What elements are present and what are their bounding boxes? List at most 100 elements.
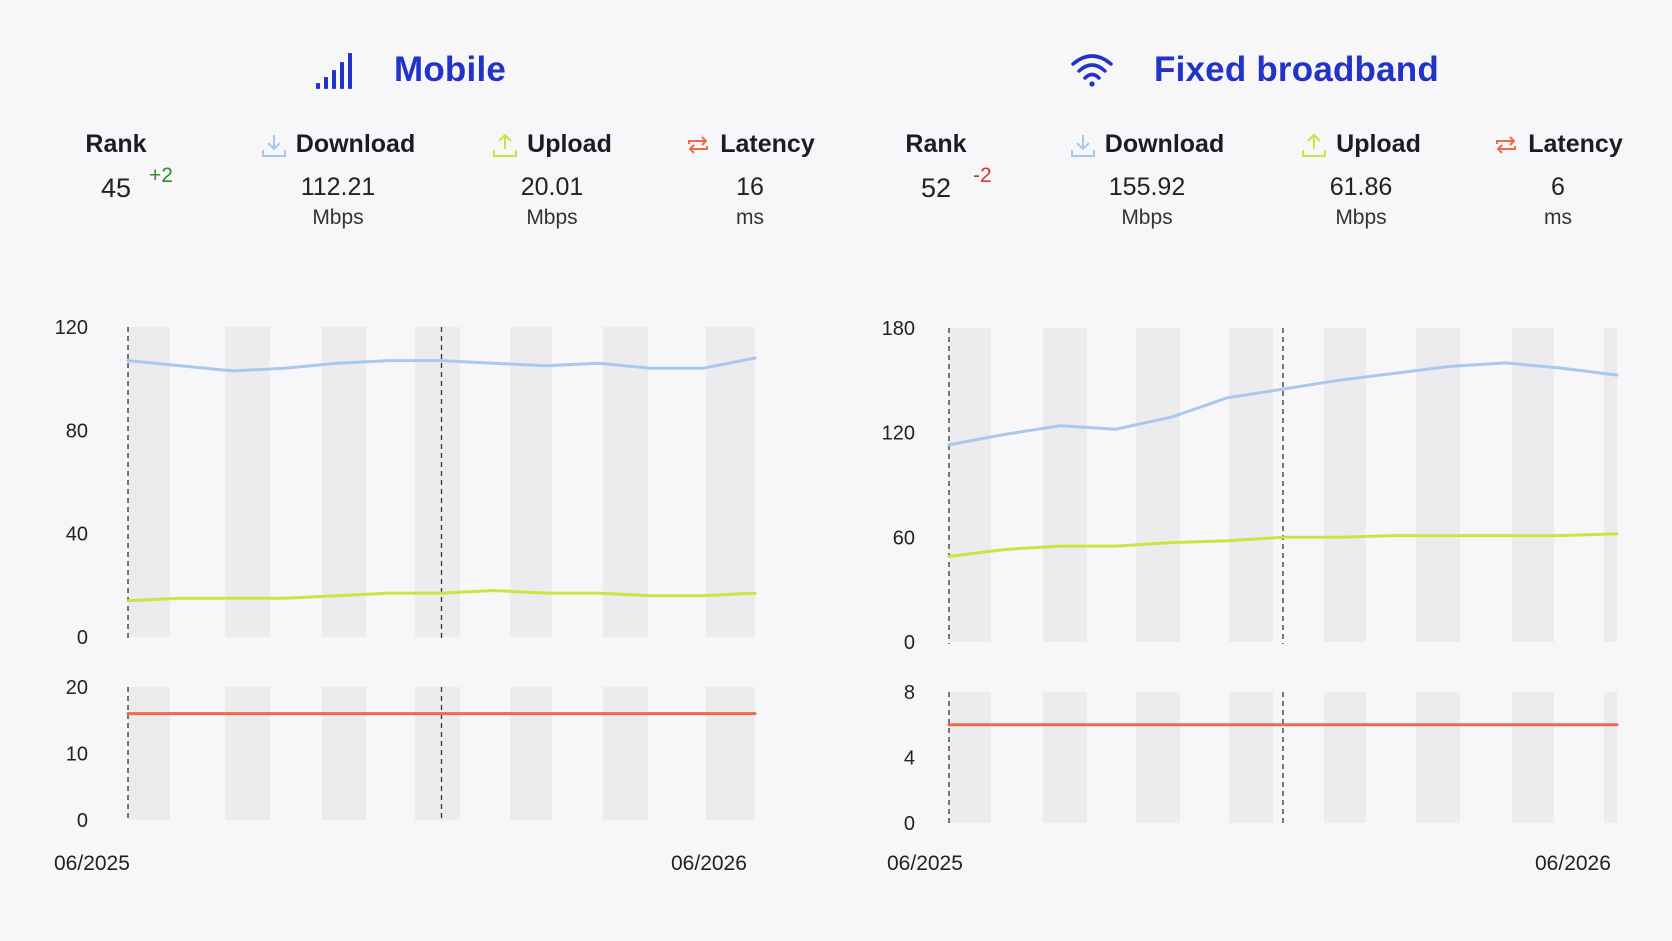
fixed-upload: Upload 61.86 Mbps	[1271, 130, 1451, 230]
y-tick-label: 80	[66, 420, 88, 442]
chart-band	[225, 327, 270, 637]
y-tick-label: 40	[66, 524, 88, 546]
mobile-latency: Latency 16 ms	[660, 130, 840, 230]
chart-band	[1324, 692, 1366, 823]
chart-band	[949, 692, 991, 823]
upload-icon	[492, 132, 518, 158]
fixed-download-unit: Mbps	[1121, 206, 1173, 229]
fixed-rank-label: Rank	[905, 130, 967, 158]
fixed-rank-change: -2	[972, 164, 992, 187]
y-tick-label: 10	[66, 744, 88, 766]
fixed-latency: Latency 6 ms	[1468, 130, 1648, 230]
mobile-latency-unit: ms	[736, 206, 764, 229]
chart-band	[322, 327, 366, 637]
fixed-latency-unit: ms	[1544, 206, 1572, 229]
latency-icon	[1493, 133, 1519, 157]
series-line-upload	[947, 532, 1619, 558]
chart-band	[706, 687, 755, 820]
fixed-download-value: 155.92	[1108, 173, 1186, 201]
mobile-upload-unit: Mbps	[526, 206, 578, 229]
upload-icon	[1301, 132, 1327, 158]
fixed-speed-chart: 0 60 120 180	[882, 318, 1619, 654]
chart-band	[1043, 692, 1087, 823]
fixed-download-label: Download	[1104, 130, 1225, 158]
fixed-upload-value: 61.86	[1329, 173, 1393, 201]
chart-band	[1043, 328, 1087, 642]
chart-band	[225, 687, 270, 820]
mobile-rank-value: 45	[100, 173, 132, 203]
mobile-x-end-label: 06/2026	[671, 852, 747, 875]
chart-band	[128, 687, 170, 820]
y-tick-label: 180	[882, 318, 915, 340]
mobile-title: Mobile	[394, 50, 507, 89]
mobile-download-label: Download	[295, 130, 416, 158]
download-icon	[261, 132, 287, 158]
fixed-latency-chart: 0 4 8	[904, 682, 1619, 835]
mobile-download-unit: Mbps	[312, 206, 364, 229]
latency-icon	[685, 133, 711, 157]
y-tick-label: 120	[882, 423, 915, 445]
chart-band	[949, 328, 991, 642]
chart-band	[1512, 328, 1554, 642]
chart-band	[510, 327, 552, 637]
chart-band	[415, 327, 460, 637]
chart-band	[128, 327, 170, 637]
mobile-header: Mobile	[314, 50, 506, 90]
mobile-x-start-label: 06/2025	[54, 852, 130, 875]
mobile-rank: Rank 45 +2	[76, 130, 173, 204]
fixed-rank: Rank 52 -2	[896, 130, 991, 204]
y-tick-label: 8	[904, 682, 915, 704]
chart-band	[415, 687, 460, 820]
fixed-title: Fixed broadband	[1154, 50, 1439, 89]
chart-band	[1416, 328, 1460, 642]
mobile-upload-label: Upload	[527, 130, 612, 158]
wifi-icon	[1070, 52, 1114, 88]
series-line-download	[126, 356, 757, 373]
y-tick-label: 60	[893, 527, 915, 549]
mobile-latency-chart: 0 10 20	[66, 677, 757, 832]
mobile-upload-value: 20.01	[520, 173, 584, 201]
series-line-download	[947, 361, 1619, 447]
fixed-header: Fixed broadband	[1070, 50, 1439, 90]
fixed-rank-value: 52	[920, 173, 952, 203]
mobile-speed-chart: 0 40 80 120	[55, 317, 757, 649]
chart-band	[706, 327, 755, 637]
chart-band	[1136, 328, 1180, 642]
chart-band	[510, 687, 552, 820]
chart-band	[1512, 692, 1554, 823]
mobile-latency-value: 16	[736, 173, 764, 201]
y-tick-label: 120	[55, 317, 88, 339]
series-line-upload	[126, 589, 757, 603]
fixed-latency-label: Latency	[1528, 130, 1623, 158]
mobile-download-value: 112.21	[300, 173, 376, 201]
mobile-latency-label: Latency	[720, 130, 815, 158]
mobile-download: Download 112.21 Mbps	[238, 130, 438, 230]
y-tick-label: 20	[66, 677, 88, 699]
y-tick-label: 0	[904, 632, 915, 654]
y-tick-label: 4	[904, 748, 915, 770]
chart-band	[1229, 328, 1273, 642]
mobile-rank-change: +2	[148, 164, 173, 187]
fixed-download: Download 155.92 Mbps	[1047, 130, 1247, 230]
fixed-x-end-label: 06/2026	[1535, 852, 1611, 875]
chart-band	[1136, 692, 1180, 823]
mobile-panel: Mobile Rank 45 +2 Download 112.21 Mbps U…	[54, 50, 815, 875]
chart-band	[603, 327, 648, 637]
fixed-latency-value: 6	[1551, 173, 1565, 201]
fixed-upload-unit: Mbps	[1335, 206, 1387, 229]
y-tick-label: 0	[77, 810, 88, 832]
chart-band	[1229, 692, 1273, 823]
chart-band	[1604, 328, 1617, 642]
download-icon	[1070, 132, 1096, 158]
fixed-upload-label: Upload	[1336, 130, 1421, 158]
chart-band	[1416, 692, 1460, 823]
chart-band	[322, 687, 366, 820]
signal-bars-icon	[314, 50, 354, 90]
chart-band	[1604, 692, 1617, 823]
y-tick-label: 0	[77, 627, 88, 649]
fixed-panel: Fixed broadband Rank 52 -2 Download 155.…	[836, 0, 1672, 941]
mobile-rank-label: Rank	[85, 130, 147, 158]
y-tick-label: 0	[904, 813, 915, 835]
mobile-upload: Upload 20.01 Mbps	[462, 130, 642, 230]
fixed-x-start-label: 06/2025	[887, 852, 963, 875]
